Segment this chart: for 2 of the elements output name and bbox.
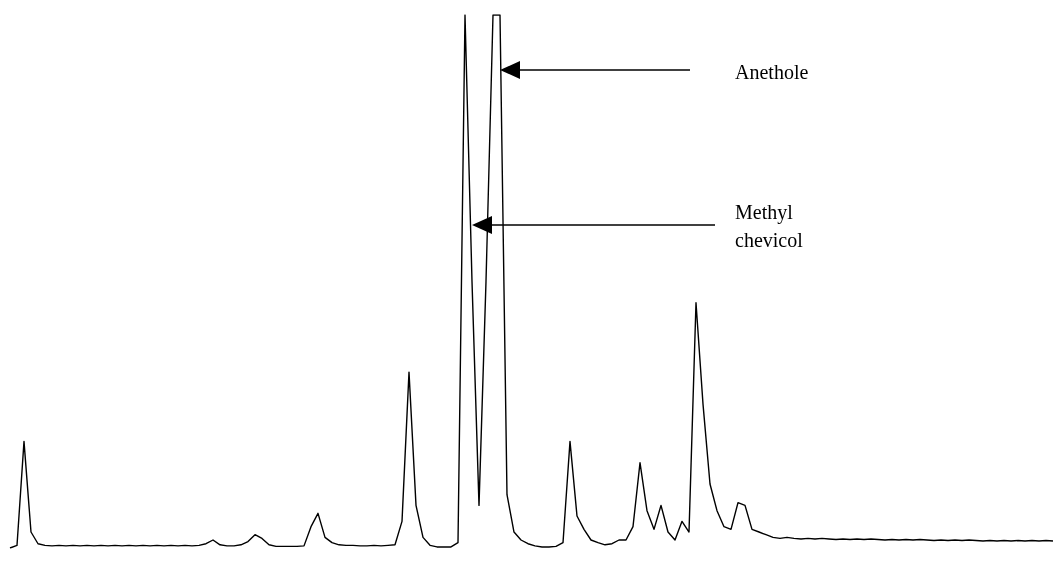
annotation: Anethole: [735, 61, 809, 83]
annotation: Methyl chevicol: [735, 201, 804, 251]
